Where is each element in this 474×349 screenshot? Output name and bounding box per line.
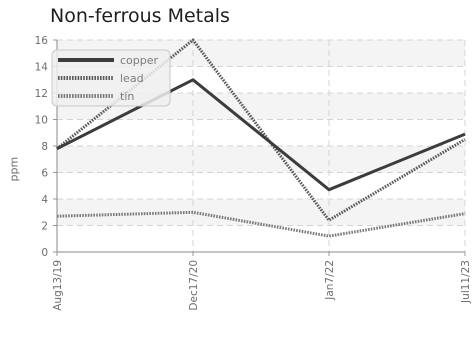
y-tick-label: 8 bbox=[41, 141, 48, 153]
y-tick-label: 4 bbox=[41, 194, 48, 206]
legend-label-lead: lead bbox=[120, 72, 144, 85]
y-tick-label: 0 bbox=[41, 247, 48, 259]
x-tick-label: Aug13/19 bbox=[52, 260, 64, 311]
series-line-tin bbox=[56, 210, 466, 238]
y-tick-label: 10 bbox=[35, 115, 48, 127]
x-tick-label: Jul11/23 bbox=[460, 260, 472, 304]
x-tick-label: Dec17/20 bbox=[188, 260, 200, 311]
y-tick-label: 14 bbox=[35, 62, 49, 74]
legend-label-tin: tin bbox=[120, 90, 134, 103]
chart-title: Non-ferrous Metals bbox=[50, 5, 230, 27]
y-tick-label: 16 bbox=[35, 35, 49, 47]
grid-band bbox=[57, 146, 465, 173]
y-tick-label: 12 bbox=[35, 88, 48, 100]
legend-label-copper: copper bbox=[120, 54, 159, 67]
grid-band bbox=[57, 199, 465, 226]
y-tick-label: 2 bbox=[41, 221, 48, 233]
legend-box bbox=[51, 49, 171, 107]
series-line-copper bbox=[56, 78, 466, 192]
x-tick-label: Jan7/22 bbox=[324, 260, 336, 301]
y-tick-label: 6 bbox=[41, 168, 48, 180]
